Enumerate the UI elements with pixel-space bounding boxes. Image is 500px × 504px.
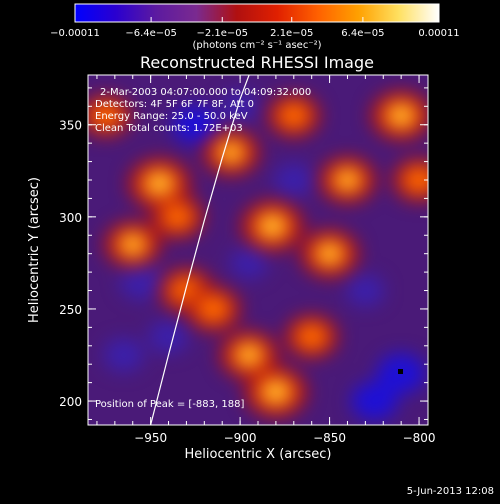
colorbar-tick-label: −0.00011: [50, 28, 100, 39]
hot-spot-core: [123, 236, 143, 253]
x-tick-label: −900: [224, 431, 257, 445]
info-text: 2-Mar-2003 04:07:00.000 to 04:09:32.000 …: [95, 87, 311, 410]
cold-spot: [222, 91, 259, 122]
cold-spot: [346, 274, 385, 307]
hot-spot-core: [337, 172, 357, 188]
hot-spot-mid: [90, 102, 122, 129]
y-tick-label: 350: [59, 119, 82, 133]
hot-spot-core: [319, 245, 340, 262]
info-line-clean: Clean Total counts: 1.72E+03: [95, 123, 243, 134]
colorbar-tick-label: 6.4e−05: [341, 28, 384, 39]
y-tick-label: 200: [59, 395, 82, 409]
solar-limb-line: [150, 75, 250, 425]
x-tick-label: −950: [134, 431, 167, 445]
y-tick-label: 300: [59, 211, 82, 225]
hot-spot-core: [261, 217, 284, 236]
colorbar-tick-label: −6.4e−05: [125, 28, 177, 39]
x-tick-label: −800: [403, 431, 436, 445]
colorbar-tick-label: 2.1e−05: [270, 28, 313, 39]
x-axis-label: Heliocentric X (arcsec): [185, 447, 332, 462]
colorbar-tick-label: 0.00011: [418, 28, 459, 39]
x-tick-label: −850: [313, 431, 346, 445]
cold-spot: [119, 262, 164, 300]
footer-date: 5-Jun-2013 12:08: [407, 486, 494, 497]
hot-spot-mid: [295, 322, 329, 351]
axes: −950 −900 −850 −800 200 250 300 350: [59, 75, 436, 445]
cold-spot: [273, 163, 314, 197]
peak-position-text: Position of Peak = [-883, 188]: [95, 399, 244, 410]
colorbar-units: (photons cm⁻² s⁻¹ asec⁻²): [192, 40, 321, 51]
y-axis-label: Heliocentric Y (arcsec): [27, 177, 42, 323]
chart-title: Reconstructed RHESSI Image: [140, 53, 374, 72]
hot-spot-core: [221, 144, 241, 161]
hot-spot-core: [148, 174, 171, 193]
cold-spot: [172, 105, 219, 144]
hot-spot-mid: [402, 166, 428, 194]
info-line-energy: Energy Range: 25.0 - 50.0 keV: [95, 111, 248, 122]
colorbar: [74, 3, 440, 23]
info-line-time: 2-Mar-2003 04:07:00.000 to 04:09:32.000: [100, 87, 311, 98]
cold-spot: [103, 338, 144, 372]
hot-spot-mid: [196, 294, 231, 324]
info-line-detectors: Detectors: 4F 5F 6F 7F 8F, Att 0: [95, 99, 254, 110]
hot-spot-mid: [160, 202, 194, 231]
hot-spot-mid: [277, 101, 311, 130]
colorbar-tick-label: −2.1e−05: [196, 28, 248, 39]
cold-spot: [230, 246, 269, 279]
pixel-marker: [398, 369, 403, 374]
cold-spot: [148, 319, 189, 354]
hot-spot-core: [239, 346, 260, 364]
cold-spot: [351, 381, 398, 421]
heatmap-image: [88, 75, 428, 425]
colorbar-ticks: −0.00011 −6.4e−05 −2.1e−05 2.1e−05 6.4e−05 0.…: [50, 17, 460, 39]
y-tick-label: 250: [59, 303, 82, 317]
hot-spot-core: [390, 106, 412, 125]
hot-spot-core: [264, 382, 287, 401]
